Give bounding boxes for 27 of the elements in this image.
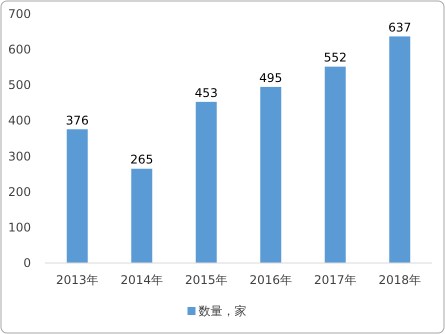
data-label: 637 [388,20,412,34]
bar [389,36,410,263]
y-tick-label: 500 [8,78,31,92]
legend-label: 数量，家 [198,304,246,318]
y-tick-label: 700 [8,7,31,21]
y-tick-label: 0 [23,256,31,270]
data-label: 453 [194,86,218,100]
x-tick-label: 2013年 [56,273,99,287]
y-tick-label: 600 [8,42,31,57]
bar [324,66,346,263]
y-tick-label: 100 [8,220,31,234]
data-label: 552 [324,50,347,65]
x-tick-label: 2015年 [184,273,228,287]
x-tick-label: 2018年 [378,273,422,287]
x-tick-label: 2014年 [120,273,164,287]
bar [66,129,88,263]
x-tick-label: 2017年 [314,273,357,287]
bar [260,86,282,263]
bar [131,168,152,263]
bar [196,102,217,263]
data-label: 495 [259,70,282,85]
y-tick-label: 300 [8,149,31,164]
y-tick-label: 200 [8,184,31,199]
data-label: 376 [66,113,89,128]
data-label: 265 [130,152,154,167]
x-tick-label: 2016年 [249,273,292,287]
y-tick-label: 400 [8,114,31,128]
